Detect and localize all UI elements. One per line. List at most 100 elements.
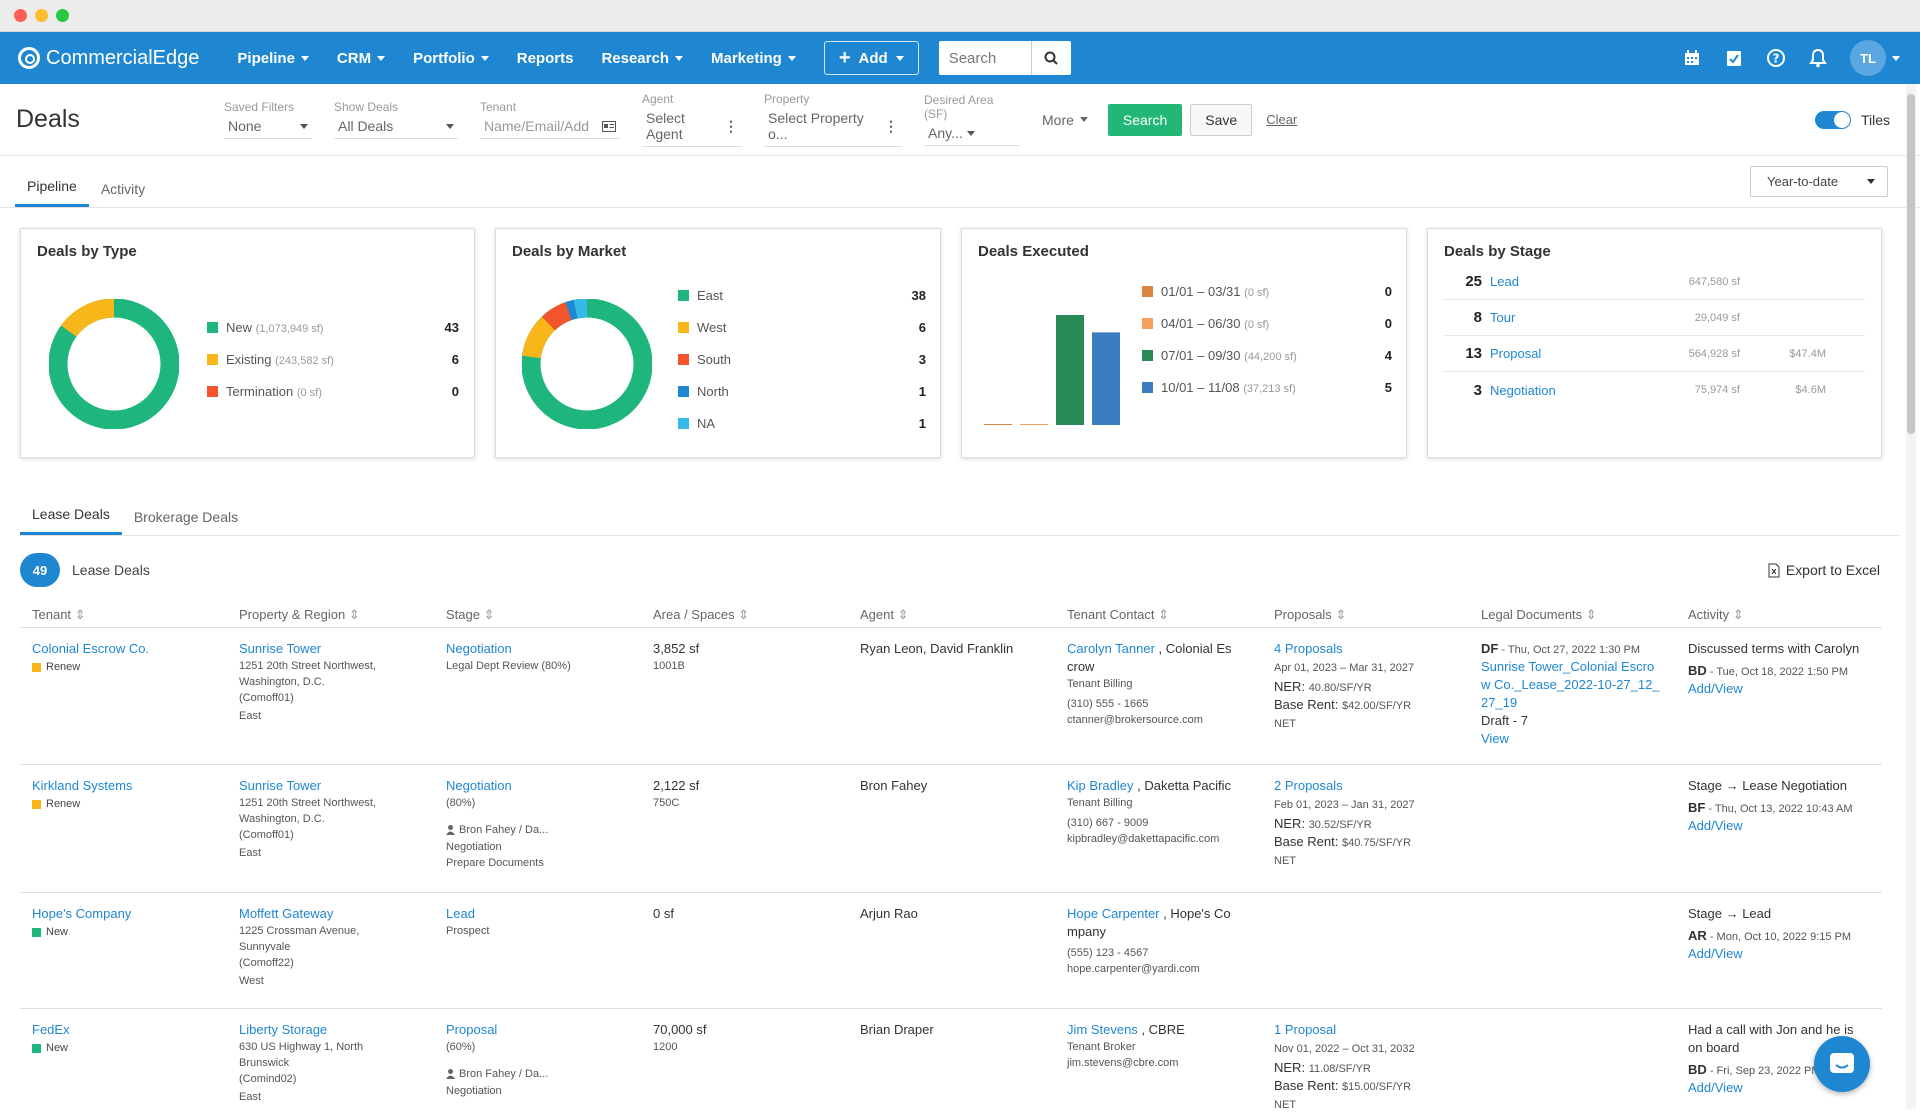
user-menu[interactable]: TL xyxy=(1850,40,1900,76)
column-header-stage[interactable]: Stage ⇕ xyxy=(434,607,641,623)
add-view-activity-link[interactable]: Add/View xyxy=(1688,818,1743,833)
stage-row-lead[interactable]: 25 Lead 647,580 sf xyxy=(1444,264,1865,300)
chat-button[interactable] xyxy=(1814,1036,1870,1092)
tenant-link[interactable]: FedEx xyxy=(32,1022,70,1037)
tenant-link[interactable]: Colonial Escrow Co. xyxy=(32,641,150,656)
legend-item[interactable]: 01/01 – 03/31 (0 sf) 0 xyxy=(1142,275,1392,307)
table-row[interactable]: Hope's Company New Moffett Gateway 1225 Cro… xyxy=(20,893,1882,1009)
clear-filters-link[interactable]: Clear xyxy=(1266,112,1298,127)
stage-link[interactable]: Negotiation xyxy=(446,778,512,793)
global-search-input[interactable]: Search xyxy=(938,41,1031,75)
legal-document-link[interactable]: Sunrise Tower_Colonial Escrow Co._Lease_… xyxy=(1481,659,1660,710)
legend-item[interactable]: West 6 xyxy=(678,311,926,343)
nav-research[interactable]: Research xyxy=(601,50,683,67)
column-header-tenant[interactable]: Tenant ⇕ xyxy=(20,607,227,623)
brand-logo[interactable]: CommercialEdge xyxy=(18,47,199,70)
column-header-tenant-contact[interactable]: Tenant Contact ⇕ xyxy=(1055,607,1262,623)
add-view-activity-link[interactable]: Add/View xyxy=(1688,1080,1743,1095)
stage-row-proposal[interactable]: 13 Proposal 564,928 sf $47.4M xyxy=(1444,336,1865,372)
tab-brokerage-deals[interactable]: Brokerage Deals xyxy=(133,509,239,525)
stage-name[interactable]: Lead xyxy=(1490,274,1519,289)
contact-link[interactable]: Kip Bradley xyxy=(1067,778,1134,793)
stage-link[interactable]: Negotiation xyxy=(446,641,512,656)
column-header-agent[interactable]: Agent ⇕ xyxy=(848,607,1055,623)
legend-item[interactable]: NA 1 xyxy=(678,407,926,439)
stage-name[interactable]: Proposal xyxy=(1490,346,1542,361)
legend-item[interactable]: 04/01 – 06/30 (0 sf) 0 xyxy=(1142,307,1392,339)
tab-pipeline[interactable]: Pipeline xyxy=(15,178,89,207)
nav-reports[interactable]: Reports xyxy=(517,50,574,67)
close-window-button[interactable] xyxy=(14,9,27,22)
date-range-select[interactable]: Year-to-date xyxy=(1750,166,1888,197)
legend-item[interactable]: 07/01 – 09/30 (44,200 sf) 4 xyxy=(1142,339,1392,371)
tab-activity[interactable]: Activity xyxy=(100,181,146,197)
save-filters-button[interactable]: Save xyxy=(1190,103,1253,136)
notifications-bell-icon[interactable] xyxy=(1808,48,1828,68)
column-header-legal-documents[interactable]: Legal Documents ⇕ xyxy=(1469,607,1676,623)
tasks-icon[interactable] xyxy=(1724,48,1744,68)
export-to-excel-button[interactable]: X Export to Excel xyxy=(1768,562,1880,578)
tenant-link[interactable]: Hope's Company xyxy=(32,906,132,921)
tiles-toggle[interactable]: Tiles xyxy=(1814,110,1890,129)
stage-link[interactable]: Proposal xyxy=(446,1022,498,1037)
legend-item[interactable]: 10/01 – 11/08 (37,213 sf) 5 xyxy=(1142,371,1392,403)
property-link[interactable]: Liberty Storage xyxy=(239,1022,328,1037)
contact-link[interactable]: Carolyn Tanner xyxy=(1067,641,1155,656)
page-scrollbar[interactable] xyxy=(1906,84,1916,1109)
property-link[interactable]: Sunrise Tower xyxy=(239,641,322,656)
property-link[interactable]: Moffett Gateway xyxy=(239,906,334,921)
bar-4[interactable] xyxy=(1092,332,1120,425)
kebab-icon[interactable]: ⋮ xyxy=(724,117,738,134)
nav-pipeline[interactable]: Pipeline xyxy=(237,50,309,67)
contact-link[interactable]: Hope Carpenter xyxy=(1067,906,1160,921)
legend-item[interactable]: Existing (243,582 sf) 6 xyxy=(207,343,459,375)
bar-3[interactable] xyxy=(1056,315,1084,425)
stage-name[interactable]: Negotiation xyxy=(1490,382,1556,398)
view-document-link[interactable]: View xyxy=(1481,731,1509,746)
toggle-switch[interactable] xyxy=(1814,110,1851,129)
property-filter[interactable]: Property Select Property o... ⋮ xyxy=(764,92,902,147)
bar-2[interactable] xyxy=(1020,424,1048,425)
legend-item[interactable]: New (1,073,949 sf) 43 xyxy=(207,311,459,343)
scrollbar-thumb[interactable] xyxy=(1907,94,1915,434)
saved-filters-select[interactable]: Saved Filters None xyxy=(224,100,312,139)
tenant-link[interactable]: Kirkland Systems xyxy=(32,778,133,793)
column-header-area[interactable]: Area / Spaces ⇕ xyxy=(641,607,848,623)
legend-item[interactable]: North 1 xyxy=(678,375,926,407)
search-filters-button[interactable]: Search xyxy=(1107,103,1183,136)
minimize-window-button[interactable] xyxy=(35,9,48,22)
legend-item[interactable]: South 3 xyxy=(678,343,926,375)
tenant-filter[interactable]: Tenant Name/Email/Add xyxy=(480,100,620,139)
maximize-window-button[interactable] xyxy=(56,9,69,22)
nav-marketing[interactable]: Marketing xyxy=(711,50,796,67)
more-filters-button[interactable]: More xyxy=(1042,112,1088,128)
proposals-link[interactable]: 2 Proposals xyxy=(1274,778,1343,793)
nav-crm[interactable]: CRM xyxy=(337,50,386,67)
proposals-link[interactable]: 1 Proposal xyxy=(1274,1022,1337,1037)
table-row[interactable]: FedEx New Liberty Storage 630 US Highway 1,… xyxy=(20,1009,1882,1112)
show-deals-select[interactable]: Show Deals All Deals xyxy=(334,100,458,139)
proposals-link[interactable]: 4 Proposals xyxy=(1274,641,1343,656)
contact-link[interactable]: Jim Stevens xyxy=(1067,1022,1138,1037)
help-icon[interactable]: ? xyxy=(1766,48,1786,68)
property-link[interactable]: Sunrise Tower xyxy=(239,778,322,793)
legend-item[interactable]: Termination (0 sf) 0 xyxy=(207,375,459,407)
bar-1[interactable] xyxy=(984,424,1012,425)
agent-filter[interactable]: Agent Select Agent ⋮ xyxy=(642,92,742,147)
legend-item[interactable]: East 38 xyxy=(678,279,926,311)
search-button[interactable] xyxy=(1030,41,1071,75)
desired-area-filter[interactable]: Desired Area (SF) Any... xyxy=(924,93,1020,146)
contact-card-icon[interactable] xyxy=(602,120,616,132)
calendar-icon[interactable] xyxy=(1682,48,1702,68)
table-row[interactable]: Kirkland Systems Renew Sunrise Tower 1251 2… xyxy=(20,765,1882,893)
stage-row-negotiation[interactable]: 3 Negotiation 75,974 sf $4.6M xyxy=(1444,372,1865,408)
tab-lease-deals[interactable]: Lease Deals xyxy=(20,506,122,535)
table-row[interactable]: Colonial Escrow Co. Renew Sunrise Tower 125… xyxy=(20,628,1882,765)
column-header-proposals[interactable]: Proposals ⇕ xyxy=(1262,607,1469,623)
add-view-activity-link[interactable]: Add/View xyxy=(1688,681,1743,696)
column-header-activity[interactable]: Activity ⇕ xyxy=(1676,607,1876,623)
stage-row-tour[interactable]: 8 Tour 29,049 sf xyxy=(1444,300,1865,336)
kebab-icon[interactable]: ⋮ xyxy=(884,117,898,134)
add-view-activity-link[interactable]: Add/View xyxy=(1688,946,1743,961)
stage-link[interactable]: Lead xyxy=(446,906,475,921)
